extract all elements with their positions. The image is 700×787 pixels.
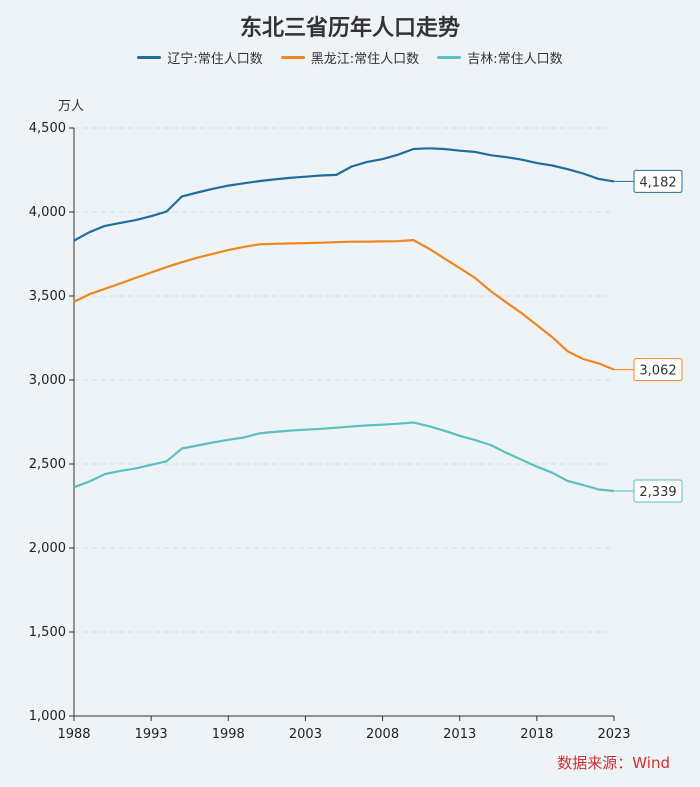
chart-title: 东北三省历年人口走势 (239, 16, 460, 41)
legend-label-liaoning: 辽宁:常住人口数 (167, 52, 263, 67)
legend-swatch-heilongjiang (280, 56, 305, 59)
legend-swatch-liaoning (137, 56, 162, 59)
y-tick-label: 4,000 (29, 205, 66, 220)
chart-legend: 辽宁:常住人口数 黑龙江:常住人口数 吉林:常住人口数 (0, 48, 700, 67)
legend-item-heilongjiang[interactable]: 黑龙江:常住人口数 (280, 48, 420, 67)
y-tick-label: 3,000 (29, 373, 66, 388)
x-tick-label: 2003 (289, 727, 322, 742)
end-label-value: 4,182 (639, 175, 676, 190)
legend-label-jilin: 吉林:常住人口数 (467, 52, 563, 67)
legend-label-heilongjiang: 黑龙江:常住人口数 (310, 52, 420, 67)
y-tick-label: 2,500 (29, 457, 66, 472)
series-line-2 (73, 421, 615, 493)
y-tick-label: 2,000 (29, 541, 66, 556)
x-tick-label: 2018 (520, 727, 553, 742)
x-tick-label: 1988 (57, 727, 90, 742)
series-line-1 (73, 239, 615, 371)
end-label-value: 2,339 (639, 485, 676, 500)
x-tick-label: 1993 (135, 727, 168, 742)
legend-item-jilin[interactable]: 吉林:常住人口数 (437, 48, 563, 67)
x-tick-label: 2013 (443, 727, 476, 742)
y-tick-label: 3,500 (29, 289, 66, 304)
legend-swatch-jilin (437, 56, 462, 59)
x-tick-label: 2023 (597, 727, 630, 742)
end-label-box (633, 358, 683, 382)
x-tick-label: 2008 (366, 727, 399, 742)
y-tick-label: 1,500 (29, 625, 66, 640)
y-tick-label: 1,000 (29, 709, 66, 724)
series-line-0 (73, 147, 615, 242)
y-axis-unit: 万人 (58, 99, 84, 114)
y-tick-label: 4,500 (29, 121, 66, 136)
legend-item-liaoning[interactable]: 辽宁:常住人口数 (137, 48, 263, 67)
data-source-note: 数据来源：Wind (557, 754, 670, 772)
end-label-box (633, 479, 683, 503)
end-label-value: 3,062 (639, 364, 676, 379)
x-tick-label: 1998 (212, 727, 245, 742)
end-label-box (633, 169, 683, 193)
